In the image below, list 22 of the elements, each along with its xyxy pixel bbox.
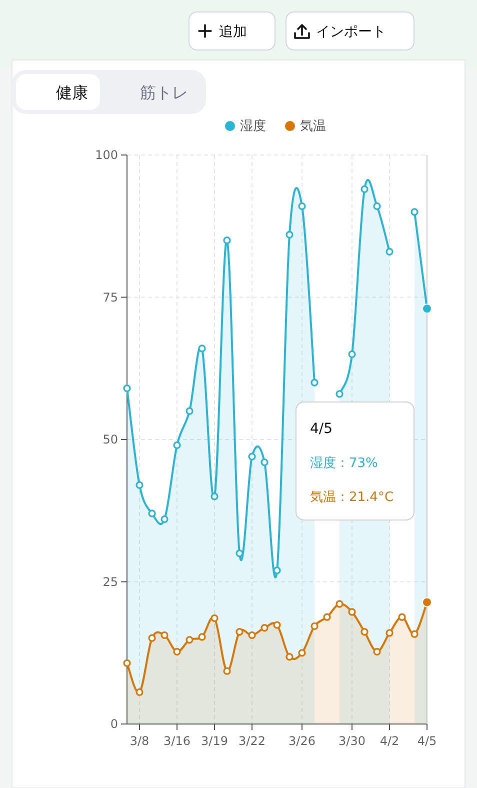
y-tick-label: 25 — [102, 574, 118, 589]
annotation: 4/5 — [310, 421, 333, 437]
x-tick-label: 3/8 — [130, 734, 150, 748]
x-tick-label: 3/22 — [238, 734, 266, 748]
x-tick-label: 4/5 — [417, 734, 437, 748]
x-tick-label: 3/30 — [338, 734, 366, 748]
legend-label: 湿度 — [240, 118, 266, 134]
y-tick-label: 75 — [102, 290, 118, 304]
y-tick-label: 0 — [110, 717, 118, 731]
text: インポート — [316, 24, 386, 40]
text: 健康 — [56, 83, 88, 102]
annotation: 気温：21.4°C — [310, 490, 394, 505]
x-tick-label: 3/26 — [288, 734, 316, 748]
y-tick-label: 100 — [95, 148, 118, 162]
text: 筋トレ — [140, 83, 188, 102]
legend-label: 気温 — [300, 119, 326, 134]
text: 追加 — [219, 24, 247, 40]
x-tick-label: 4/2 — [380, 734, 400, 748]
x-tick-label: 3/19 — [201, 734, 228, 748]
annotation: 湿度：73% — [310, 455, 378, 471]
x-tick-label: 3/16 — [164, 734, 190, 748]
y-tick-label: 50 — [102, 432, 118, 446]
